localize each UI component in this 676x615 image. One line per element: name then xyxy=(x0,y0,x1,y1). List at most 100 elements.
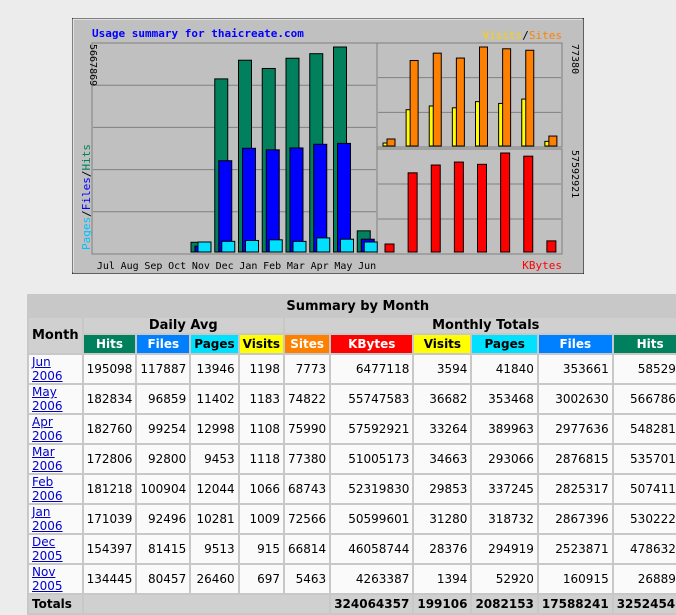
sites-bar xyxy=(502,48,512,147)
month-axis-label: Jul xyxy=(97,261,115,272)
table-cell: 585295 xyxy=(613,355,676,383)
totals-label: Totals xyxy=(29,595,82,613)
table-cell: 353468 xyxy=(472,385,537,413)
files-bar xyxy=(289,147,304,253)
table-cell: 29853 xyxy=(414,475,471,503)
files-bar xyxy=(313,143,328,253)
month-cell: Jun 2006 xyxy=(29,355,82,383)
table-cell: 5463 xyxy=(285,565,330,593)
pages-bar xyxy=(340,238,354,253)
table-row: Apr 2006 182760 99254 12998 1108 75990 5759292… xyxy=(29,415,676,443)
table-cell: 915 xyxy=(239,535,283,563)
legend-files: Files xyxy=(80,177,93,210)
total-visits: 199106 xyxy=(414,595,471,613)
table-cell: 2977636 xyxy=(538,415,612,443)
kbytes-bar xyxy=(523,155,534,253)
table-cell: 6477118 xyxy=(331,355,413,383)
table-cell: 77380 xyxy=(285,445,330,473)
month-link[interactable]: Dec 2005 xyxy=(32,535,63,563)
files-bar xyxy=(265,149,280,253)
daily-pages-column-header: Pages xyxy=(191,335,238,353)
table-cell: 51005173 xyxy=(331,445,413,473)
table-cell: 57592921 xyxy=(331,415,413,443)
kbytes-bar xyxy=(546,240,557,253)
table-row: Dec 2005 154397 81415 9513 915 66814 46058744 2… xyxy=(29,535,676,563)
legend-pages: Pages xyxy=(80,217,93,250)
kbytes-bar xyxy=(453,161,464,253)
total-files: 17588241 xyxy=(538,595,612,613)
table-cell: 31280 xyxy=(414,505,471,533)
month-link[interactable]: Jun 2006 xyxy=(32,355,63,383)
table-cell: 5302221 xyxy=(613,505,676,533)
month-cell: Nov 2005 xyxy=(29,565,82,593)
table-cell: 66814 xyxy=(285,535,330,563)
table-cell: 318732 xyxy=(472,505,537,533)
table-cell: 33264 xyxy=(414,415,471,443)
month-axis-label: May xyxy=(334,261,352,272)
left-axis-max-label: 5667869 xyxy=(87,44,98,86)
month-cell: Jan 2006 xyxy=(29,505,82,533)
sites-bar xyxy=(525,49,535,147)
table-cell: 4263387 xyxy=(331,565,413,593)
month-link[interactable]: Apr 2006 xyxy=(32,415,63,443)
monthly-totals-header: Monthly Totals xyxy=(285,318,676,333)
month-axis-label: Jan xyxy=(239,261,257,272)
table-cell: 13946 xyxy=(191,355,238,383)
month-cell: Feb 2006 xyxy=(29,475,82,503)
files-bar xyxy=(337,142,351,253)
visits-sites-legend: Visits/Sites xyxy=(483,29,563,42)
table-cell: 7773 xyxy=(285,355,330,383)
table-row: Nov 2005 134445 80457 26460 697 5463 4263387 13… xyxy=(29,565,676,593)
table-cell: 2867396 xyxy=(538,505,612,533)
sites-bar xyxy=(386,138,396,147)
table-cell: 10281 xyxy=(191,505,238,533)
sites-bar xyxy=(409,60,419,147)
month-axis-label: Nov xyxy=(192,261,210,272)
table-cell: 34663 xyxy=(414,445,471,473)
table-cell: 5667869 xyxy=(613,385,676,413)
table-cell: 3594 xyxy=(414,355,471,383)
table-cell: 52319830 xyxy=(331,475,413,503)
table-cell: 268891 xyxy=(613,565,676,593)
pages-bar xyxy=(363,241,378,253)
month-link[interactable]: Jan 2006 xyxy=(32,505,63,533)
table-cell: 134445 xyxy=(83,565,136,593)
legend-slash: / xyxy=(80,210,93,217)
pages-bar xyxy=(268,239,283,253)
month-axis-label: Dec xyxy=(216,261,234,272)
month-axis-label: Apr xyxy=(311,261,329,272)
total-kbytes: 324064357 xyxy=(331,595,413,613)
table-cell: 195098 xyxy=(83,355,136,383)
summary-by-month-table: Summary by Month Month Daily Avg Monthly… xyxy=(27,294,676,615)
table-cell: 154397 xyxy=(83,535,136,563)
table-cell: 41840 xyxy=(472,355,537,383)
top-right-axis-max-label: 77380 xyxy=(569,44,580,74)
table-cell: 72566 xyxy=(285,505,330,533)
kbytes-bar xyxy=(477,163,487,253)
table-cell: 50599601 xyxy=(331,505,413,533)
table-cell: 1066 xyxy=(239,475,283,503)
table-cell: 80457 xyxy=(137,565,190,593)
table-cell: 5482813 xyxy=(613,415,676,443)
month-axis-label: Oct xyxy=(168,261,186,272)
month-link[interactable]: May 2006 xyxy=(32,385,63,413)
month-cell: Mar 2006 xyxy=(29,445,82,473)
total-hits-column-header: Hits xyxy=(613,335,676,353)
sites-bar xyxy=(548,135,558,147)
month-link[interactable]: Nov 2005 xyxy=(32,565,63,593)
month-link[interactable]: Feb 2006 xyxy=(32,475,63,503)
table-cell: 99254 xyxy=(137,415,190,443)
table-cell: 12044 xyxy=(191,475,238,503)
daily-hits-column-header: Hits xyxy=(83,335,136,353)
table-cell: 2523871 xyxy=(538,535,612,563)
sites-bar xyxy=(479,46,488,147)
daily-avg-header: Daily Avg xyxy=(83,318,283,333)
month-link[interactable]: Mar 2006 xyxy=(32,445,63,473)
month-cell: Dec 2005 xyxy=(29,535,82,563)
table-cell: 46058744 xyxy=(331,535,413,563)
pages-bar xyxy=(316,237,331,253)
kbytes-legend: KBytes xyxy=(522,259,562,272)
files-bar xyxy=(218,160,233,253)
daily-files-column-header: Files xyxy=(137,335,190,353)
legend-visits: Visits xyxy=(483,29,523,42)
